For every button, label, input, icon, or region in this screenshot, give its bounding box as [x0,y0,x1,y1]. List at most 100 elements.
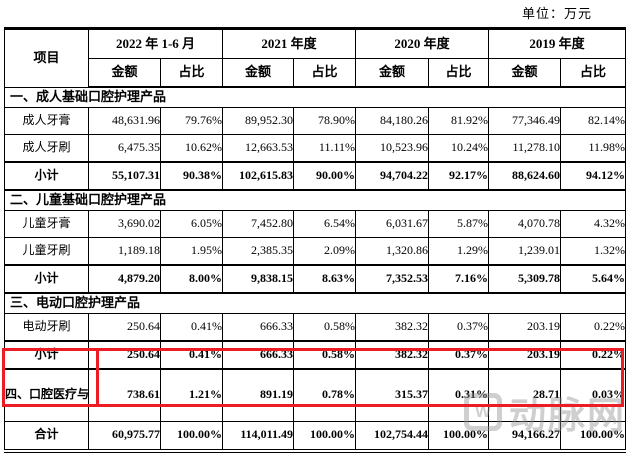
cell-ratio: 92.17% [428,161,490,191]
table-row-children-toothbrush: 儿童牙刷 1,189.18 1.95% 2,385.35 2.09% 1,320… [4,237,627,266]
col-header-amount-2021: 金额 [222,58,294,88]
section-row-children: 二、儿童基础口腔护理产品 [3,189,627,211]
cell-amount: 55,107.31 [88,161,161,191]
total-row: 合计 60,975.77 100.00% 114,011.49 100.00% … [4,420,627,453]
table-row-children-toothpaste: 儿童牙膏 3,690.02 6.05% 7,452.80 6.54% 6,031… [4,210,627,238]
cell-ratio: 82.14% [560,107,627,135]
cell-amount: 315.37 [355,368,430,422]
cell-amount: 84,180.26 [355,107,430,135]
col-header-amount-2020: 金额 [355,58,430,88]
cell-ratio: 8.63% [292,264,357,294]
cell-amount: 89,952.30 [222,107,294,135]
row-label: 成人牙膏 [4,107,89,135]
cell-amount: 77,346.49 [488,107,562,135]
cell-amount: 4,070.78 [488,210,562,238]
cell-ratio: 6.05% [160,210,223,238]
col-header-ratio-2020: 占比 [428,58,490,88]
row-label: 儿童牙刷 [4,237,89,266]
col-header-amount-2019: 金额 [488,58,562,88]
cell-ratio: 7.16% [428,264,490,294]
subtotal-row-adult: 小计 55,107.31 90.38% 102,615.83 90.00% 94… [4,161,627,191]
section-label: 一、成人基础口腔护理产品 [3,86,627,108]
row-label: 电动牙刷 [4,313,89,342]
table-row-electric-toothbrush: 电动牙刷 250.64 0.41% 666.33 0.58% 382.32 0.… [4,313,627,342]
cell-amount: 666.33 [222,340,294,370]
cell-amount: 382.32 [355,340,430,370]
cell-ratio: 0.37% [428,313,490,342]
cell-amount: 6,031.67 [355,210,430,238]
cell-ratio: 6.54% [292,210,357,238]
cell-amount: 1,320.86 [355,237,430,266]
col-header-ratio-2019: 占比 [560,58,627,88]
cell-amount: 1,239.01 [488,237,562,266]
cell-ratio: 100.00% [560,420,627,453]
cell-ratio: 11.11% [292,134,357,163]
cell-amount: 48,631.96 [88,107,161,135]
cell-ratio: 5.87% [428,210,490,238]
unit-label: 单位：万元 [521,6,592,21]
header-row-periods: 项目 2022 年 1-6 月 2021 年度 2020 年度 2019 年度 [4,28,627,88]
cell-ratio: 79.76% [160,107,223,135]
cell-amount: 88,624.60 [488,161,562,191]
col-header-amount-2022: 金额 [88,58,161,88]
section-label: 三、电动口腔护理产品 [3,292,627,314]
cell-amount: 2,385.35 [222,237,294,266]
row-label: 小计 [4,161,89,191]
cell-ratio: 100.00% [160,420,223,453]
cell-ratio: 10.62% [160,134,223,163]
cell-amount: 28.71 [488,368,562,422]
cell-ratio: 0.41% [160,340,223,370]
row-label: 儿童牙膏 [4,210,89,238]
cell-ratio: 0.58% [292,313,357,342]
cell-ratio: 90.00% [292,161,357,191]
cell-ratio: 5.64% [560,264,627,294]
cell-amount: 203.19 [488,313,562,342]
row-label: 成人牙刷 [4,134,89,163]
cell-ratio: 100.00% [292,420,357,453]
cell-amount: 12,663.53 [222,134,294,163]
cell-ratio: 0.03% [560,368,627,422]
cell-amount: 6,475.35 [88,134,161,163]
section-row-adult: 一、成人基础口腔护理产品 [3,86,627,108]
cell-amount: 4,879.20 [88,264,161,294]
col-header-ratio-2022: 占比 [160,58,223,88]
cell-amount: 9,838.15 [222,264,294,294]
cell-ratio: 8.00% [160,264,223,294]
cell-amount: 382.32 [355,313,430,342]
col-header-period-2022: 2022 年 1-6 月 [88,28,223,59]
row-label: 小计 [4,264,89,294]
cell-amount: 250.64 [88,313,161,342]
cell-ratio: 1.29% [428,237,490,266]
cell-amount: 11,278.10 [488,134,562,163]
cell-ratio: 4.32% [560,210,627,238]
col-header-item: 项目 [4,28,89,88]
cell-amount: 891.19 [222,368,294,422]
col-header-period-2019: 2019 年度 [488,28,627,59]
cell-amount: 250.64 [88,340,161,370]
cell-ratio: 2.09% [292,237,357,266]
cell-ratio: 0.22% [560,313,627,342]
cell-ratio: 10.24% [428,134,490,163]
cell-ratio: 1.95% [160,237,223,266]
row-label: 小计 [4,340,89,370]
cell-ratio: 0.78% [292,368,357,422]
cell-amount: 114,011.49 [222,420,294,453]
cell-amount: 10,523.96 [355,134,430,163]
cell-ratio: 0.31% [428,368,490,422]
header-row-measures: 金额 占比 金额 占比 金额 占比 金额 占比 [5,58,627,88]
cell-ratio: 0.41% [160,313,223,342]
col-header-period-2021: 2021 年度 [221,28,357,59]
cell-amount: 7,352.53 [355,264,430,294]
cell-ratio: 0.58% [292,340,357,370]
document-page: 单位：万元 项目 2022 年 1-6 月 2021 年度 2020 年度 20… [2,6,627,453]
subtotal-row-children: 小计 4,879.20 8.00% 9,838.15 8.63% 7,352.5… [4,264,627,294]
row-label: 四、口腔医疗与美容护理等产品 [4,368,89,422]
subtotal-row-electric: 小计 250.64 0.41% 666.33 0.58% 382.32 0.37… [4,340,627,370]
cell-ratio: 1.32% [560,237,627,266]
cell-amount: 94,704.22 [355,161,430,191]
cell-amount: 60,975.77 [88,420,161,453]
cell-ratio: 1.21% [160,368,223,422]
cell-amount: 738.61 [88,368,161,422]
table-row-medical-beauty-highlighted: 四、口腔医疗与美容护理等产品 738.61 1.21% 891.19 0.78%… [4,368,627,422]
cell-amount: 203.19 [488,340,562,370]
